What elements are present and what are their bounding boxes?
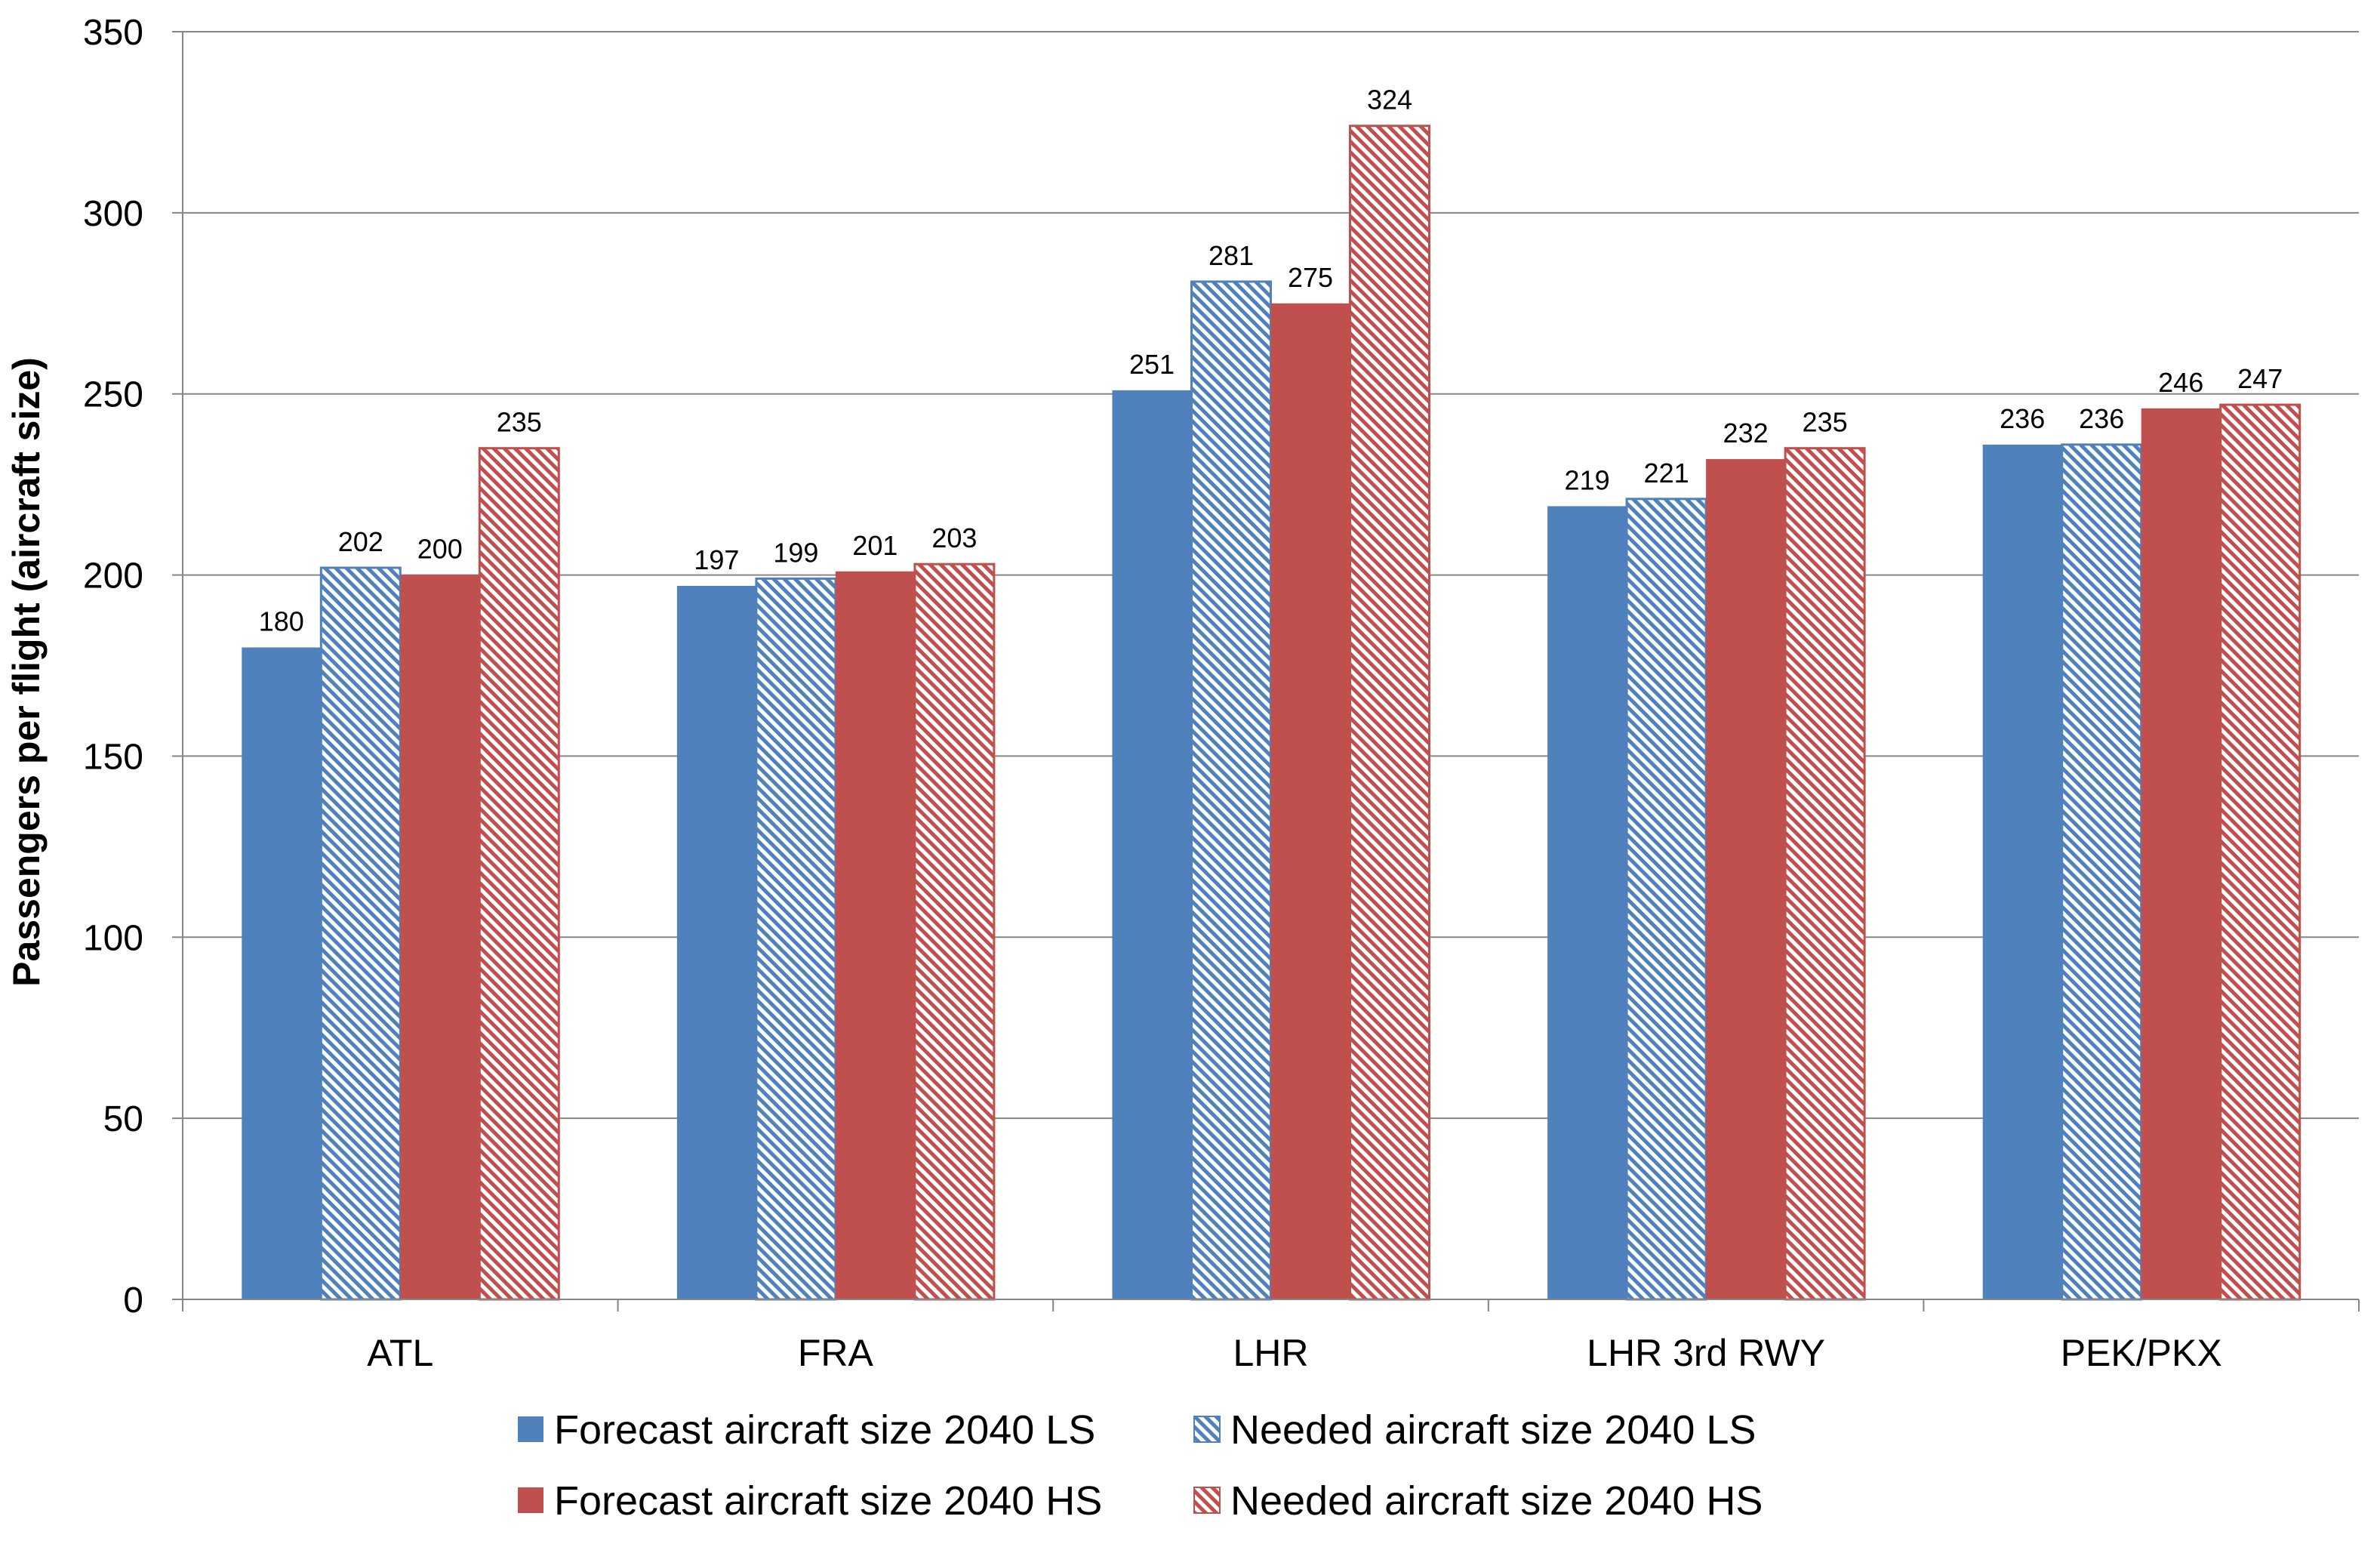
data-label: 219 <box>1565 464 1610 495</box>
bar <box>1982 444 2062 1299</box>
bar <box>1349 125 1430 1301</box>
bar <box>835 571 915 1299</box>
bar <box>1112 390 1192 1299</box>
bar <box>1547 506 1627 1299</box>
y-tick-label: 250 <box>83 375 143 415</box>
data-label: 236 <box>2079 403 2124 434</box>
data-label: 200 <box>417 534 463 565</box>
x-tick-label: LHR 3rd RWY <box>1587 1332 1825 1374</box>
y-tick-label: 100 <box>83 918 143 958</box>
data-label: 235 <box>497 407 542 438</box>
y-axis-title: Passengers per flight (aircraft size) <box>5 357 48 987</box>
x-tick-label: FRA <box>798 1332 874 1374</box>
bar <box>400 575 480 1299</box>
data-label: 246 <box>2158 367 2203 398</box>
data-label: 180 <box>259 606 304 637</box>
bar <box>2219 403 2301 1301</box>
bar <box>913 562 996 1301</box>
legend-entry-label: Forecast aircraft size 2040 HS <box>554 1478 1102 1524</box>
legend: Forecast aircraft size 2040 LS Needed air… <box>518 1407 1763 1524</box>
bar <box>242 647 322 1299</box>
axes: 0 50 100 150 200 250 300 350 ATL FRA LHR LHR 3rd RW… <box>83 13 2360 1374</box>
bar <box>1190 280 1272 1301</box>
data-label: 324 <box>1367 85 1412 116</box>
legend-swatch <box>1193 1487 1221 1514</box>
legend-swatch <box>518 1487 543 1513</box>
y-tick-label: 300 <box>83 194 143 234</box>
bar <box>1270 303 1350 1300</box>
data-label: 281 <box>1208 240 1254 271</box>
data-label: 247 <box>2237 363 2283 394</box>
bar <box>676 585 756 1299</box>
legend-entry-label: Needed aircraft size 2040 LS <box>1230 1407 1756 1453</box>
bar <box>755 577 837 1301</box>
bar <box>2141 408 2221 1299</box>
y-tick-label: 0 <box>123 1281 143 1321</box>
bar <box>1784 447 1866 1301</box>
data-label: 275 <box>1288 262 1333 293</box>
data-label: 235 <box>1803 407 1848 438</box>
y-tick-label: 200 <box>83 556 143 596</box>
legend-entry-label: Forecast aircraft size 2040 LS <box>554 1407 1095 1453</box>
bar <box>1706 459 1786 1299</box>
data-label: 251 <box>1129 349 1175 380</box>
bar <box>2061 443 2143 1301</box>
bars <box>242 125 2301 1301</box>
legend-entry-label: Needed aircraft size 2040 HS <box>1230 1478 1763 1524</box>
bar <box>478 447 560 1301</box>
data-label: 232 <box>1723 418 1769 448</box>
y-tick-label: 150 <box>83 737 143 777</box>
y-tick-label: 50 <box>103 1099 143 1139</box>
legend-swatch <box>1193 1416 1221 1443</box>
bar <box>1625 498 1707 1301</box>
data-label: 202 <box>338 526 383 557</box>
bar <box>319 566 402 1301</box>
data-label: 221 <box>1644 458 1689 488</box>
data-label: 203 <box>931 522 977 553</box>
data-labels: 180 202 200 235 197 199 201 203 251 281 275 324 219 2… <box>259 85 2283 637</box>
legend-swatch <box>518 1416 543 1442</box>
data-label: 201 <box>852 530 898 561</box>
data-label: 199 <box>773 537 818 568</box>
data-label: 236 <box>2000 403 2045 434</box>
x-tick-label: ATL <box>367 1332 433 1374</box>
y-tick-label: 350 <box>83 13 143 53</box>
x-tick-label: LHR <box>1233 1332 1308 1374</box>
data-label: 197 <box>694 544 739 575</box>
x-tick-label: PEK/PKX <box>2061 1332 2222 1374</box>
